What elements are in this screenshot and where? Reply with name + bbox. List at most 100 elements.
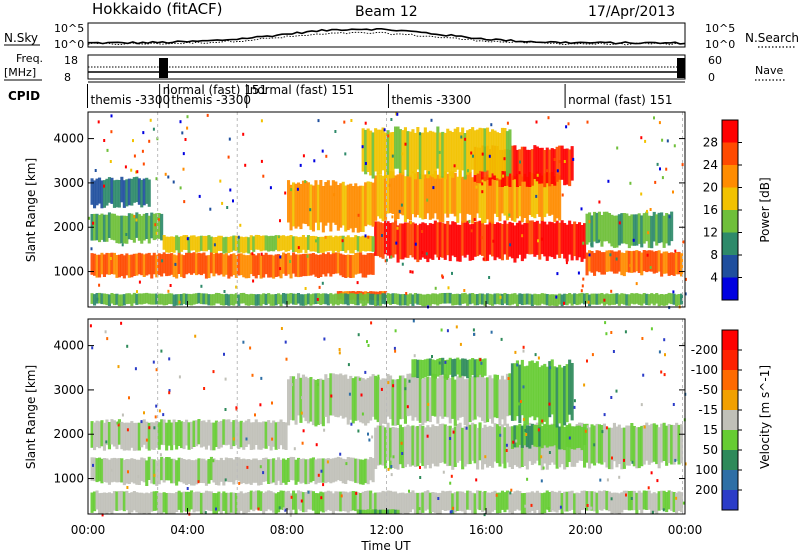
heatmap-cell [376, 172, 380, 217]
heatmap-cell [403, 426, 407, 468]
heatmap-speckle [488, 154, 491, 158]
freq-tick-top: 18 [64, 54, 78, 67]
heatmap-speckle [632, 238, 635, 242]
heatmap-cell [473, 375, 477, 420]
heatmap-cell [665, 492, 669, 513]
heatmap-speckle [401, 452, 404, 455]
heatmap-cell [137, 214, 141, 241]
heatmap-cell [204, 422, 208, 450]
heatmap-cell [294, 254, 298, 277]
heatmap-speckle [661, 176, 664, 180]
heatmap-cell [115, 421, 119, 450]
heatmap-speckle [197, 480, 200, 484]
heatmap-cell [321, 236, 325, 253]
heatmap-cell [473, 294, 477, 306]
heatmap-cell [170, 253, 174, 275]
heatmap-cell [202, 458, 206, 484]
heatmap-speckle [259, 465, 262, 469]
heatmap-cell [222, 491, 226, 511]
heatmap-cell [331, 373, 335, 416]
heatmap-cell [249, 252, 253, 275]
heatmap-speckle [615, 389, 618, 393]
heatmap-cell [500, 171, 504, 214]
heatmap-cell [282, 293, 286, 304]
heatmap-speckle [488, 276, 491, 279]
heatmap-cell [436, 174, 440, 220]
heatmap-speckle [549, 366, 552, 370]
heatmap-cell [508, 426, 512, 468]
heatmap-cell [142, 458, 146, 483]
heatmap-cell [488, 220, 492, 255]
heatmap-speckle [142, 131, 145, 135]
heatmap-speckle [408, 489, 410, 493]
heatmap-speckle [194, 334, 197, 338]
power-heatmap [87, 111, 687, 310]
heatmap-speckle [204, 511, 207, 515]
heatmap-speckle [155, 177, 158, 181]
heatmap-cell [316, 458, 320, 483]
heatmap-cell [309, 377, 313, 422]
heatmap-cell [602, 211, 606, 242]
heatmap-cell [289, 493, 293, 514]
heatmap-cell [125, 215, 129, 244]
heatmap-cell [612, 492, 616, 513]
heatmap-cell [401, 294, 405, 306]
heatmap-cell [401, 223, 405, 260]
heatmap-cell [107, 212, 111, 238]
heatmap-cell [389, 427, 393, 470]
heatmap-cell [115, 255, 119, 278]
heatmap-cell [620, 252, 624, 276]
heatmap-cell [264, 235, 268, 251]
heatmap-cell [635, 293, 639, 304]
heatmap-speckle [104, 330, 107, 334]
heatmap-cell [595, 293, 599, 305]
heatmap-cell [301, 253, 305, 277]
heatmap-cell [175, 492, 179, 512]
heatmap-cell [142, 419, 146, 445]
heatmap-cell [508, 173, 512, 218]
heatmap-speckle [514, 350, 517, 354]
heatmap-cell [637, 427, 641, 469]
heatmap-cell [463, 379, 467, 426]
heatmap-speckle [209, 207, 212, 211]
heatmap-cell [483, 128, 487, 172]
heatmap-cell [150, 422, 154, 450]
heatmap-cell [137, 293, 141, 305]
heatmap-speckle [603, 298, 606, 302]
y-tick-label: 2000 [53, 427, 84, 441]
heatmap-cell [287, 490, 291, 511]
heatmap-cell [600, 215, 604, 247]
heatmap-cell [486, 426, 490, 468]
heatmap-cell [197, 236, 201, 252]
heatmap-cell [160, 456, 164, 481]
heatmap-speckle [103, 139, 106, 142]
heatmap-cell [476, 171, 480, 214]
heatmap-cell [190, 490, 194, 510]
heatmap-cell [466, 359, 470, 379]
heatmap-cell [299, 254, 303, 277]
heatmap-cell [272, 235, 276, 252]
heatmap-cell [394, 293, 398, 305]
heatmap-cell [182, 235, 186, 250]
heatmap-speckle [313, 159, 316, 163]
heatmap-cell [548, 424, 552, 447]
heatmap-cell [593, 252, 597, 276]
heatmap-speckle [391, 154, 394, 158]
heatmap-cell [495, 173, 499, 217]
heatmap-cell [481, 427, 485, 470]
heatmap-cell [456, 176, 460, 223]
heatmap-cell [416, 225, 420, 263]
heatmap-cell [105, 458, 109, 483]
heatmap-cell [513, 293, 517, 304]
heatmap-cell [127, 213, 131, 240]
heatmap-cell [640, 252, 644, 276]
nsearch-label: N.Search [745, 31, 799, 45]
heatmap-cell [110, 252, 114, 275]
heatmap-cell [647, 490, 651, 510]
heatmap-cell [361, 378, 365, 424]
heatmap-speckle [109, 160, 112, 163]
heatmap-cell [418, 132, 422, 180]
heatmap-cell [351, 186, 355, 233]
heatmap-cell [456, 491, 460, 511]
heatmap-cell [249, 293, 253, 305]
